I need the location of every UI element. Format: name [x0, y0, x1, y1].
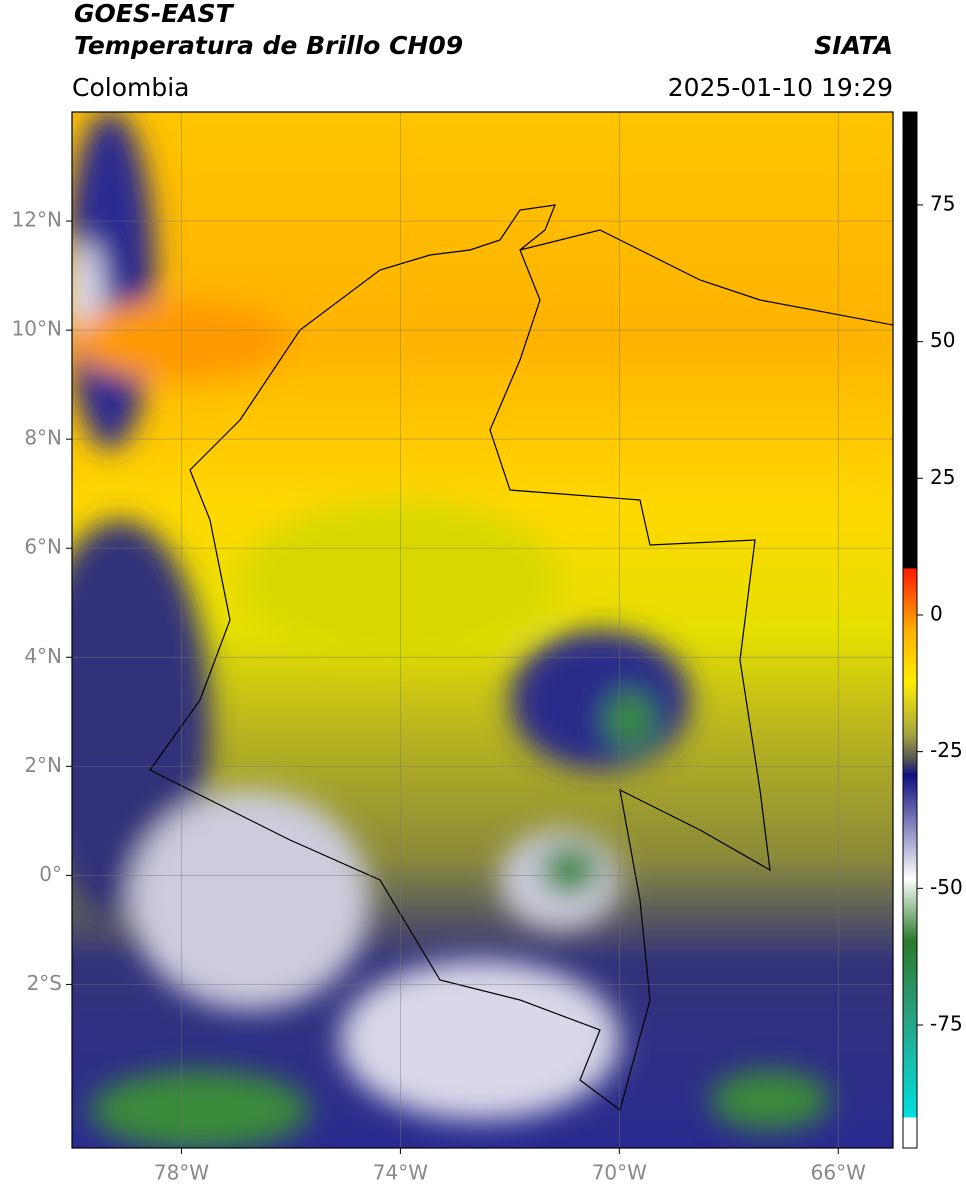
y-tick-label: 4°N — [24, 644, 62, 668]
x-tick-label: 66°W — [811, 1161, 866, 1185]
subtitle: Temperatura de Brillo CH09 — [74, 31, 463, 60]
y-tick-label: 2°S — [27, 971, 62, 995]
gridlines — [72, 112, 893, 1148]
colorbar-tick-label: 25 — [930, 465, 955, 489]
region: Colombia — [72, 73, 189, 102]
x-tick-label: 78°W — [154, 1161, 209, 1185]
colorbar — [902, 111, 918, 1149]
y-tick-label: 6°N — [24, 535, 62, 559]
map-frame — [71, 111, 894, 1149]
datetime: 2025-01-10 19:29 — [668, 73, 893, 102]
colorbar-tick-label: -50 — [930, 875, 963, 899]
y-tick-label: 12°N — [12, 208, 62, 232]
x-tick-label: 74°W — [373, 1161, 428, 1185]
colorbar-tick-label: -75 — [930, 1011, 963, 1035]
imagery — [72, 112, 893, 1148]
y-tick-label: 2°N — [24, 753, 62, 777]
source: SIATA — [814, 31, 893, 60]
x-tick-label: 70°W — [592, 1161, 647, 1185]
y-tick-label: 0° — [39, 862, 62, 886]
colorbar-tick-label: 0 — [930, 601, 943, 625]
title: GOES-EAST — [74, 0, 235, 28]
y-tick-label: 10°N — [12, 317, 62, 341]
y-tick-label: 8°N — [24, 426, 62, 450]
colorbar-tick-label: 75 — [930, 191, 955, 215]
colorbar-tick-label: 50 — [930, 328, 955, 352]
colorbar-tick-label: -25 — [930, 738, 963, 762]
